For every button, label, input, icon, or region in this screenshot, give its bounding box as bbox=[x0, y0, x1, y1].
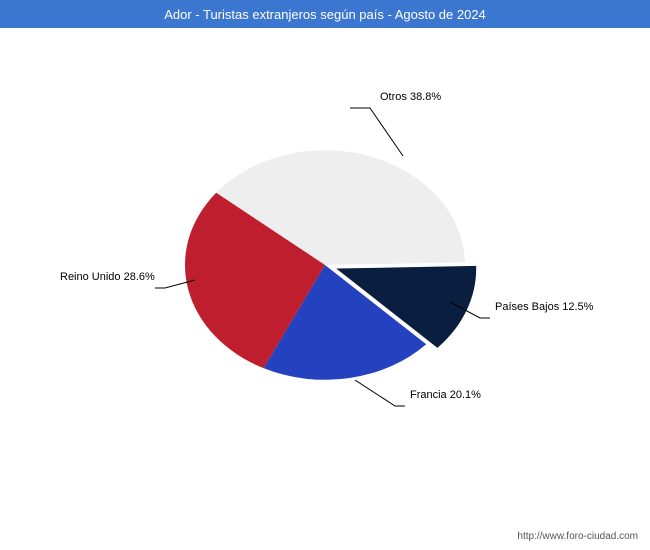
label-leader-line bbox=[355, 380, 405, 406]
pie-chart: Otros 38.8% Países Bajos 12.5% Francia 20.… bbox=[0, 28, 650, 518]
slice-label: Países Bajos 12.5% bbox=[495, 301, 594, 313]
slice-label: Otros 38.8% bbox=[380, 91, 441, 103]
chart-header: Ador - Turistas extranjeros según país -… bbox=[0, 0, 650, 28]
slice-label: Francia 20.1% bbox=[410, 389, 481, 401]
chart-title: Ador - Turistas extranjeros según país -… bbox=[164, 7, 486, 22]
footer-url: http://www.foro-ciudad.com bbox=[517, 531, 638, 542]
chart-area: Otros 38.8% Países Bajos 12.5% Francia 20.… bbox=[0, 28, 650, 518]
slice-label: Reino Unido 28.6% bbox=[60, 271, 155, 283]
label-leader-line bbox=[350, 108, 403, 156]
